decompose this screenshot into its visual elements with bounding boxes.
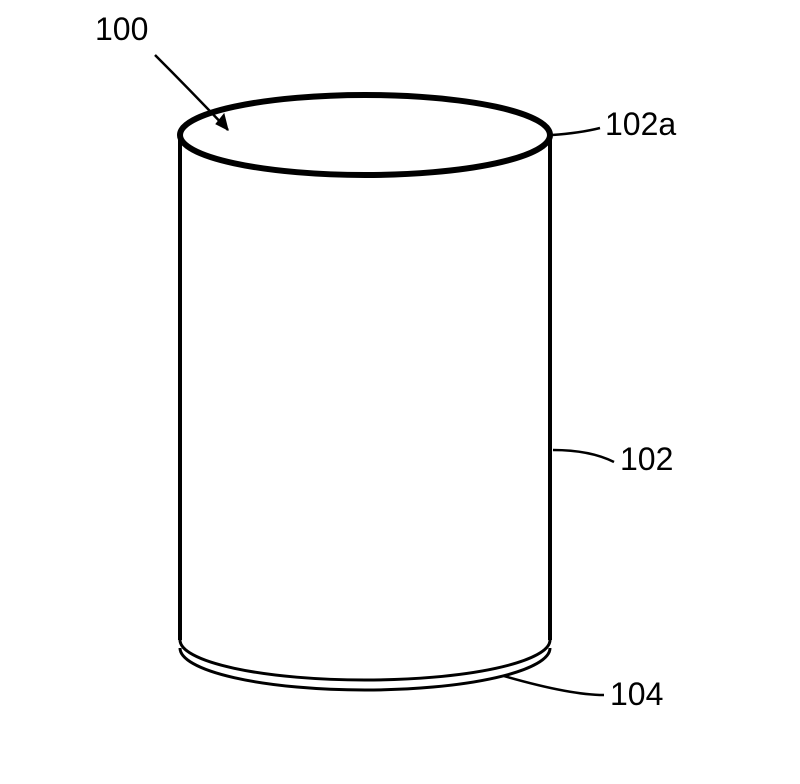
label-104: 104 (610, 676, 663, 712)
cylinder-bottom-rim-upper (180, 640, 550, 680)
cylinder-top-rim (180, 95, 550, 175)
label-102: 102 (620, 441, 673, 477)
leader-102a (552, 128, 600, 135)
label-100: 100 (95, 11, 148, 47)
patent-diagram: 100 102a 102 104 (0, 0, 800, 784)
leader-100-arrowhead (216, 114, 228, 130)
label-102a: 102a (605, 106, 676, 142)
leader-104 (504, 676, 604, 695)
leader-102 (553, 450, 614, 462)
